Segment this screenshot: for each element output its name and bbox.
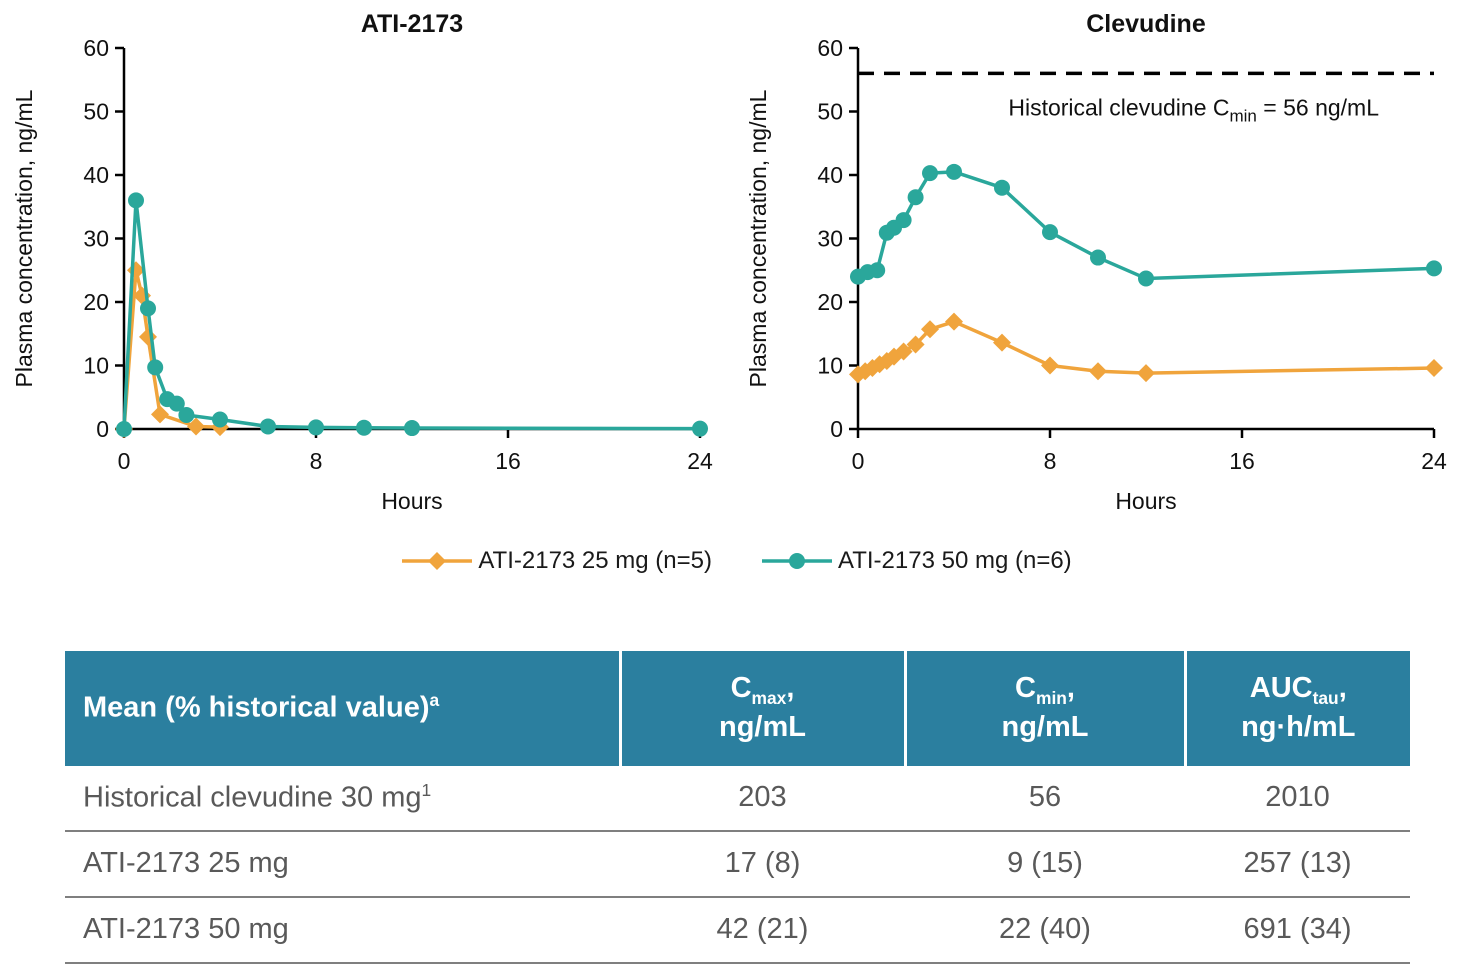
svg-text:Clevudine: Clevudine bbox=[1086, 10, 1206, 38]
series-0 bbox=[849, 312, 1443, 384]
legend-label-25mg: ATI-2173 25 mg (n=5) bbox=[478, 547, 712, 574]
svg-text:Plasma concentration, ng/mL: Plasma concentration, ng/mL bbox=[745, 89, 771, 387]
svg-text:8: 8 bbox=[1044, 448, 1057, 474]
table-row-25mg: ATI-2173 25 mg 17 (8) 9 (15) 257 (13) bbox=[65, 831, 1410, 899]
pk-table-header: Mean (% historical value)a Cmax, ng/mL Cm… bbox=[65, 651, 1410, 767]
legend-marker-circle-icon bbox=[762, 553, 832, 569]
header-row: Mean (% historical value)a Cmax, ng/mL Cm… bbox=[65, 651, 1410, 767]
clevudine-chart: Clevudine Hours Plasma concentration, ng/m… bbox=[745, 10, 1447, 514]
svg-text:50: 50 bbox=[83, 99, 109, 125]
svg-text:40: 40 bbox=[83, 162, 109, 188]
svg-text:30: 30 bbox=[817, 226, 843, 252]
charts-row: ATI-2173 Hours Plasma concentration, ng/mL… bbox=[11, 10, 1447, 514]
table-row-historical: Historical clevudine 30 mg1 203 56 2010 bbox=[65, 766, 1410, 833]
svg-text:20: 20 bbox=[817, 289, 843, 315]
ati-2173-chart: ATI-2173 Hours Plasma concentration, ng/mL… bbox=[11, 10, 713, 514]
value-cell-cmin: 22 (40) bbox=[905, 897, 1185, 964]
value-cell-cmax: 42 (21) bbox=[620, 897, 905, 964]
svg-text:60: 60 bbox=[817, 35, 843, 61]
svg-text:10: 10 bbox=[817, 353, 843, 379]
value-cell-cmin: 9 (15) bbox=[905, 831, 1185, 899]
svg-text:Hours: Hours bbox=[381, 488, 442, 514]
svg-text:0: 0 bbox=[118, 448, 131, 474]
svg-text:0: 0 bbox=[96, 416, 109, 442]
pk-table: Mean (% historical value)a Cmax, ng/mL Cm… bbox=[65, 651, 1410, 964]
table-row-50mg: ATI-2173 50 mg 42 (21) 22 (40) 691 (34) bbox=[65, 897, 1410, 964]
svg-text:Hours: Hours bbox=[1115, 488, 1176, 514]
svg-text:16: 16 bbox=[1229, 448, 1255, 474]
value-cell-auctau: 691 (34) bbox=[1185, 897, 1410, 964]
pk-table-body: Historical clevudine 30 mg1 203 56 2010 … bbox=[65, 766, 1410, 964]
header-cell-cmax: Cmax, ng/mL bbox=[618, 651, 905, 767]
svg-text:60: 60 bbox=[83, 35, 109, 61]
svg-text:24: 24 bbox=[1421, 448, 1447, 474]
svg-text:40: 40 bbox=[817, 162, 843, 188]
svg-text:0: 0 bbox=[852, 448, 865, 474]
value-cell-cmax: 17 (8) bbox=[620, 831, 905, 899]
row-label: Historical clevudine 30 mg1 bbox=[65, 766, 620, 833]
series-1 bbox=[850, 163, 1442, 287]
row-label: ATI-2173 50 mg bbox=[65, 897, 620, 964]
chart-legend: ATI-2173 25 mg (n=5) ATI-2173 50 mg (n=6… bbox=[0, 547, 1472, 575]
series-1 bbox=[116, 192, 708, 437]
value-cell-auctau: 257 (13) bbox=[1185, 831, 1410, 899]
row-label: ATI-2173 25 mg bbox=[65, 831, 620, 899]
value-cell-cmax: 203 bbox=[620, 766, 905, 833]
svg-text:24: 24 bbox=[687, 448, 713, 474]
svg-text:Plasma concentration, ng/mL: Plasma concentration, ng/mL bbox=[11, 89, 37, 387]
axes: 0 10 20 30 40 50 60 0 8 16 24 bbox=[817, 35, 1447, 474]
legend-item-25mg: ATI-2173 25 mg (n=5) bbox=[400, 547, 712, 575]
header-cell-auctau: AUCtau, ng·h/mL bbox=[1183, 651, 1410, 767]
svg-text:20: 20 bbox=[83, 289, 109, 315]
svg-text:50: 50 bbox=[817, 99, 843, 125]
header-cell-mean: Mean (% historical value)a bbox=[65, 651, 620, 767]
header-cell-cmin: Cmin, ng/mL bbox=[903, 651, 1185, 767]
svg-text:0: 0 bbox=[830, 416, 843, 442]
legend-label-50mg: ATI-2173 50 mg (n=6) bbox=[838, 547, 1072, 574]
svg-text:10: 10 bbox=[83, 353, 109, 379]
svg-text:Historical clevudine Cmin = 56: Historical clevudine Cmin = 56 ng/mL bbox=[1008, 94, 1379, 125]
value-cell-cmin: 56 bbox=[905, 766, 1185, 833]
value-cell-auctau: 2010 bbox=[1185, 766, 1410, 833]
svg-text:30: 30 bbox=[83, 226, 109, 252]
historical-cmin-refline: Historical clevudine Cmin = 56 ng/mL bbox=[858, 71, 1434, 125]
svg-text:ATI-2173: ATI-2173 bbox=[361, 10, 463, 38]
legend-item-50mg: ATI-2173 50 mg (n=6) bbox=[760, 547, 1072, 575]
svg-text:8: 8 bbox=[310, 448, 323, 474]
legend-marker-diamond-icon bbox=[402, 552, 473, 570]
svg-text:16: 16 bbox=[495, 448, 521, 474]
